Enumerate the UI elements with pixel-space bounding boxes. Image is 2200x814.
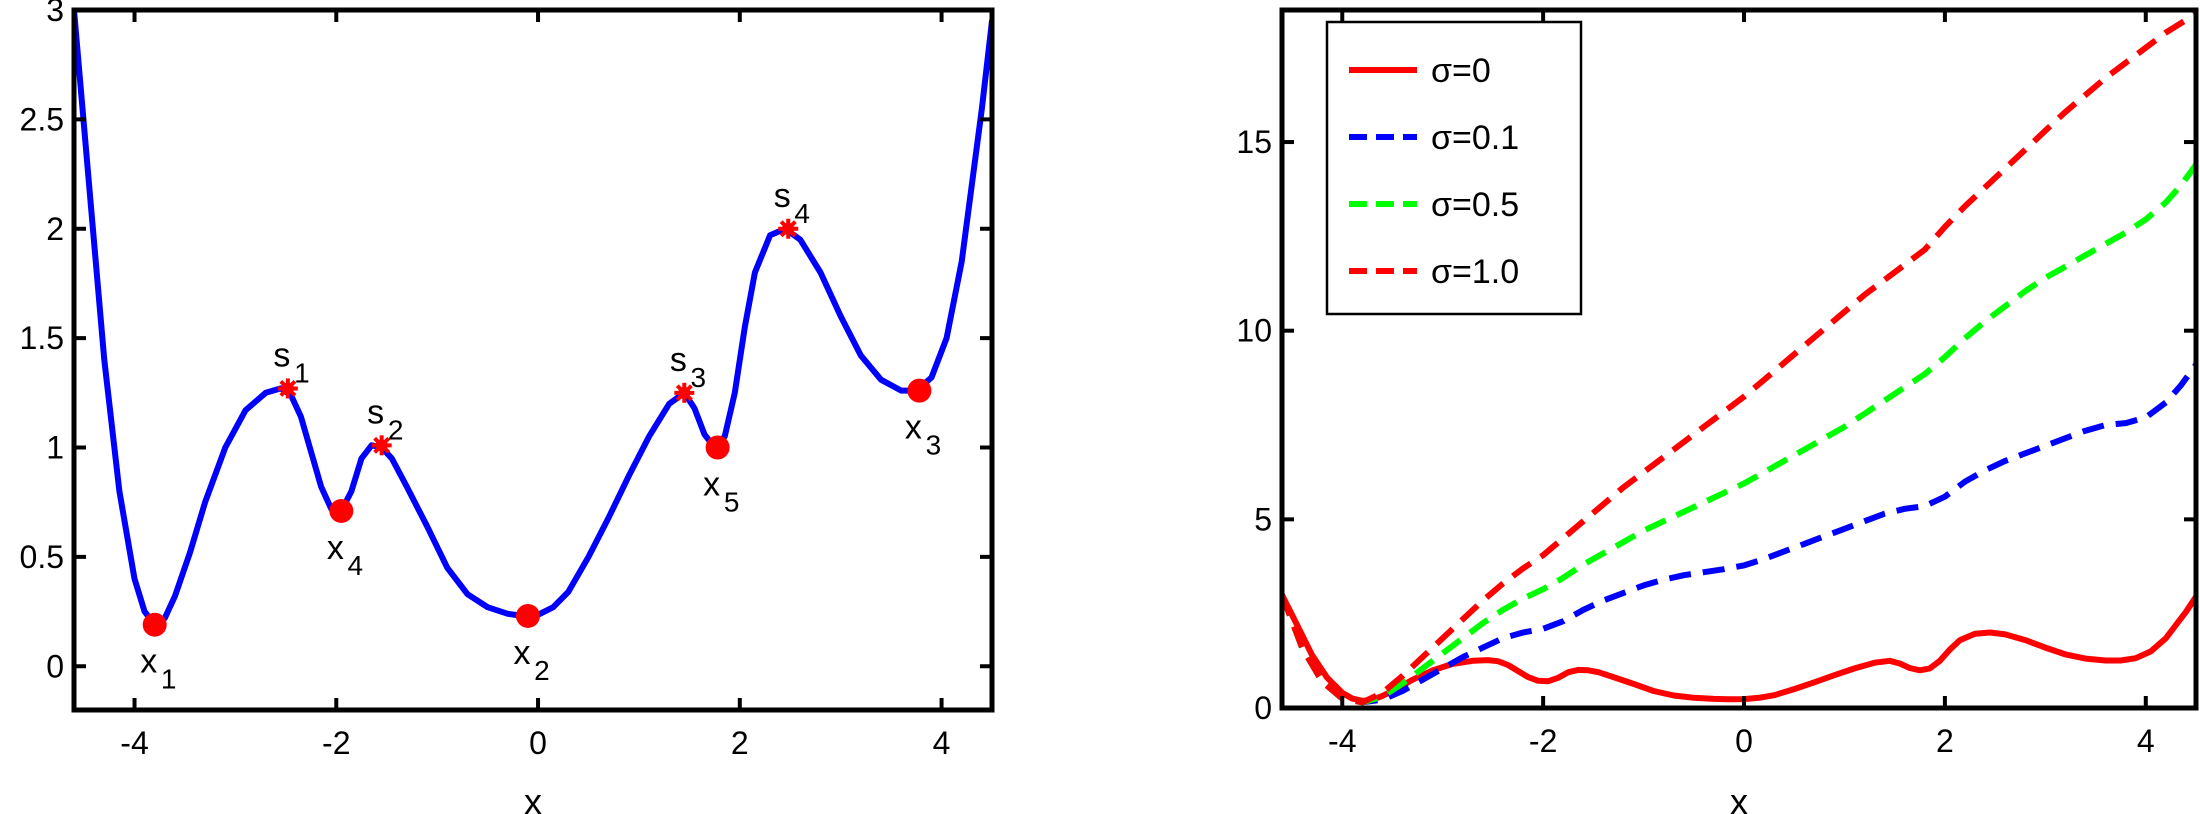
minimum-marker [142, 612, 167, 637]
point-label-subscript: 4 [348, 550, 364, 581]
point-label-subscript: 5 [724, 487, 740, 518]
axes-frame [1279, 7, 2199, 711]
point-label-subscript: 3 [926, 430, 942, 461]
minimum-marker [515, 603, 540, 628]
axes-frame [71, 7, 995, 713]
point-label-subscript: 4 [794, 198, 810, 229]
minimum-marker [705, 435, 730, 460]
point-label-letter: x [327, 529, 344, 567]
point-label-subscript: 2 [388, 414, 404, 445]
legend-entry-label: σ=0.5 [1431, 186, 1519, 224]
minimum-marker [907, 378, 932, 403]
legend-entry-label: σ=1.0 [1431, 253, 1519, 291]
saddle-marker [674, 382, 695, 403]
y-tick-label: 1.5 [20, 320, 64, 356]
x-tick-label: -2 [1529, 723, 1557, 759]
minimum-marker [329, 498, 354, 523]
series-line-1 [1282, 362, 2196, 706]
legend: σ=0 σ=0.1 σ=0.5 σ=1.0 [1325, 20, 1583, 316]
y-tick-label: 2 [46, 211, 64, 247]
y-tick-label: 0.5 [20, 539, 64, 575]
x-tick-label: 2 [1936, 723, 1954, 759]
y-tick-label: 5 [1254, 501, 1272, 537]
x-tick-label: -4 [1328, 723, 1356, 759]
x-tick-label: -2 [322, 725, 350, 761]
x-tick-label: 2 [731, 725, 749, 761]
right-chart: -4 -2 0 2 4 0 5 10 15 x σ=0 σ=0.1 σ=0.5 σ=1.0 [1236, 7, 2199, 814]
x-tick-label: 4 [933, 725, 951, 761]
y-tick-label: 2.5 [20, 101, 64, 137]
point-label-letter: x [513, 634, 530, 672]
point-label-letter: s [670, 341, 687, 379]
point-label-letter: x [703, 466, 720, 504]
saddle-marker [277, 378, 298, 399]
saddle-marker [778, 218, 799, 239]
y-tick-label: 3 [46, 0, 64, 28]
x-tick-label: 0 [1735, 723, 1753, 759]
point-label-letter: s [273, 336, 290, 374]
point-label-letter: s [774, 177, 791, 215]
saddle-marker [371, 435, 392, 456]
point-label-letter: s [367, 393, 384, 431]
legend-entry-label: σ=0.1 [1431, 119, 1519, 157]
point-label-subscript: 3 [691, 362, 707, 393]
x-axis-label: x [524, 781, 542, 814]
point-label-subscript: 1 [294, 357, 310, 388]
series-line-0 [1282, 591, 2196, 704]
series-line-2 [1282, 162, 2196, 706]
left-chart: x 1s 1x 4s 2x 2s 3x 5s 4x 3-4 -2 0 2 400.511.522.53x [20, 0, 995, 814]
point-label-letter: x [140, 643, 157, 681]
x-tick-label: -4 [120, 725, 148, 761]
y-tick-label: 1 [46, 430, 64, 466]
x-tick-label: 0 [529, 725, 547, 761]
point-label-subscript: 1 [161, 664, 177, 695]
y-tick-label: 0 [46, 648, 64, 684]
series-group [74, 10, 992, 628]
y-tick-label: 15 [1236, 124, 1272, 160]
x-axis-label: x [1730, 781, 1748, 814]
point-label-subscript: 2 [534, 655, 550, 686]
series-group [1282, 11, 2196, 706]
series-line-0 [74, 10, 992, 628]
y-tick-label: 10 [1236, 313, 1272, 349]
legend-entry-label: σ=0 [1431, 52, 1491, 90]
series-line-3 [1282, 11, 2196, 706]
y-tick-label: 0 [1254, 690, 1272, 726]
x-tick-label: 4 [2137, 723, 2155, 759]
point-label-letter: x [905, 409, 922, 447]
